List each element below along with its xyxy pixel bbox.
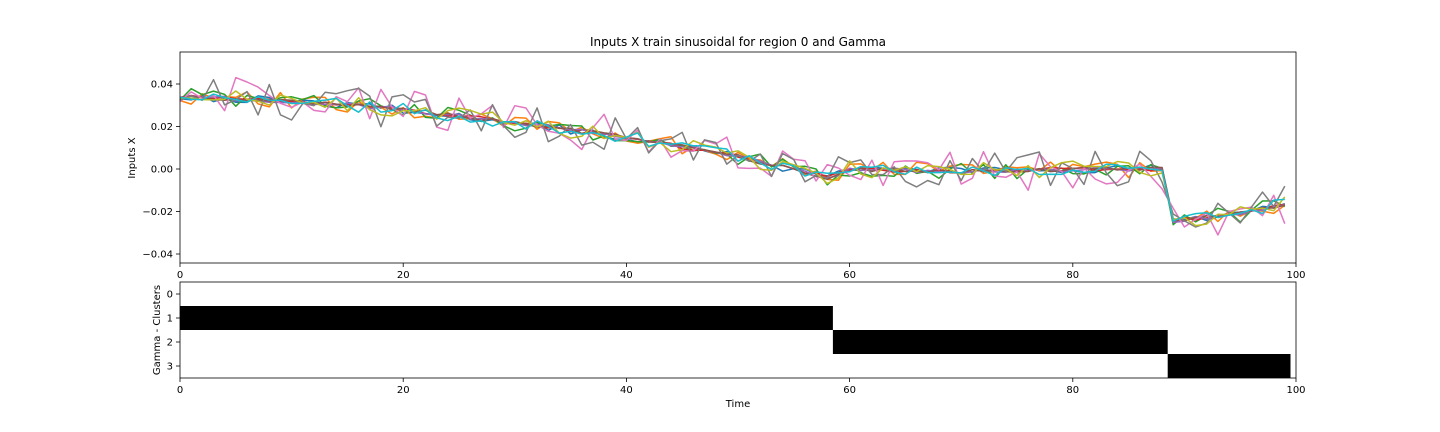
series-line-7 xyxy=(179,78,1286,228)
y-tick-label: 0.04 xyxy=(151,80,173,91)
time-tick-label: 40 xyxy=(620,385,633,396)
cluster-segment-2 xyxy=(832,330,1168,354)
series-line-9 xyxy=(179,93,1285,222)
series-lines xyxy=(179,76,1286,236)
cluster-tick-label: 2 xyxy=(167,338,173,349)
x-tick-label: 60 xyxy=(843,270,856,281)
time-tick-label: 0 xyxy=(177,385,183,396)
cluster-tick-label: 1 xyxy=(167,314,173,325)
heatmap-frame xyxy=(179,281,1297,379)
x-tick-label: 80 xyxy=(1066,270,1079,281)
y-tick-label: 0.00 xyxy=(151,165,173,176)
y-tick-label: 0.02 xyxy=(151,122,173,133)
time-axis: 0 20 40 60 80 100 xyxy=(177,378,1306,396)
x-axis-label-time: Time xyxy=(725,399,750,410)
cluster-segment-1 xyxy=(180,306,833,330)
x-axis: 0 20 40 60 80 100 xyxy=(177,263,1306,281)
x-tick-label: 0 xyxy=(177,270,183,281)
cluster-segments xyxy=(180,306,1291,378)
series-line-8 xyxy=(179,90,1286,227)
y-axis: 0.04 0.02 0.00 −0.02 −0.04 xyxy=(142,80,180,261)
x-tick-label: 40 xyxy=(620,270,633,281)
time-tick-label: 80 xyxy=(1066,385,1079,396)
x-tick-label: 20 xyxy=(397,270,410,281)
chart-title: Inputs X train sinusoidal for region 0 a… xyxy=(590,35,886,49)
cluster-tick-label: 0 xyxy=(167,290,173,301)
time-tick-label: 100 xyxy=(1286,385,1305,396)
y-tick-label: −0.02 xyxy=(142,207,173,218)
gamma-heatmap-panel: Gamma - Clusters Time 0 1 2 3 0 20 40 60… xyxy=(152,281,1306,410)
time-tick-label: 60 xyxy=(843,385,856,396)
x-tick-label: 100 xyxy=(1286,270,1305,281)
line-chart-panel: Inputs X train sinusoidal for region 0 a… xyxy=(127,35,1306,281)
time-tick-label: 20 xyxy=(397,385,410,396)
y-tick-label: −0.04 xyxy=(142,250,173,261)
plot-frame xyxy=(179,51,1297,264)
y-axis-label: Inputs X xyxy=(127,137,138,178)
cluster-segment-3 xyxy=(1167,354,1291,378)
y-axis-label-clusters: Gamma - Clusters xyxy=(152,285,163,375)
cluster-axis: 0 1 2 3 xyxy=(167,290,180,373)
cluster-tick-label: 3 xyxy=(167,362,173,373)
